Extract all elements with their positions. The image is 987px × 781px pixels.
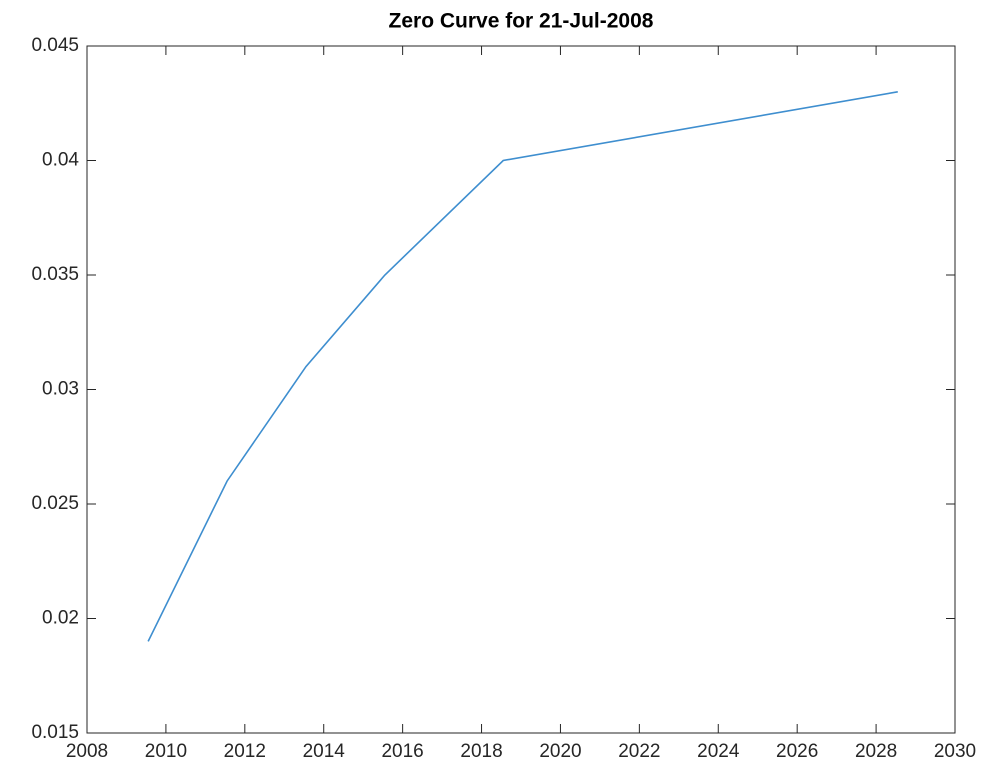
x-tick-label: 2010 <box>145 741 187 762</box>
x-tick-label: 2022 <box>618 741 660 762</box>
line-series <box>147 91 898 642</box>
x-tick-label: 2014 <box>303 741 346 762</box>
x-tick-label: 2028 <box>855 741 897 762</box>
y-tick-label: 0.015 <box>31 722 79 743</box>
x-tick-label: 2024 <box>697 741 740 762</box>
x-tick-label: 2008 <box>66 741 108 762</box>
x-tick-label: 2016 <box>381 741 423 762</box>
x-tick-label: 2018 <box>460 741 502 762</box>
chart-title: Zero Curve for 21-Jul-2008 <box>389 10 654 33</box>
x-tick-label: 2020 <box>539 741 581 762</box>
y-tick-label: 0.02 <box>42 608 79 629</box>
y-tick-label: 0.045 <box>31 35 79 56</box>
x-tick-label: 2030 <box>934 741 976 762</box>
y-tick-label: 0.03 <box>42 379 79 400</box>
x-tick-label: 2026 <box>776 741 818 762</box>
y-tick-label: 0.04 <box>42 150 79 171</box>
y-tick-label: 0.025 <box>31 493 79 514</box>
x-tick-label: 2012 <box>224 741 266 762</box>
y-tick-label: 0.035 <box>31 264 79 285</box>
